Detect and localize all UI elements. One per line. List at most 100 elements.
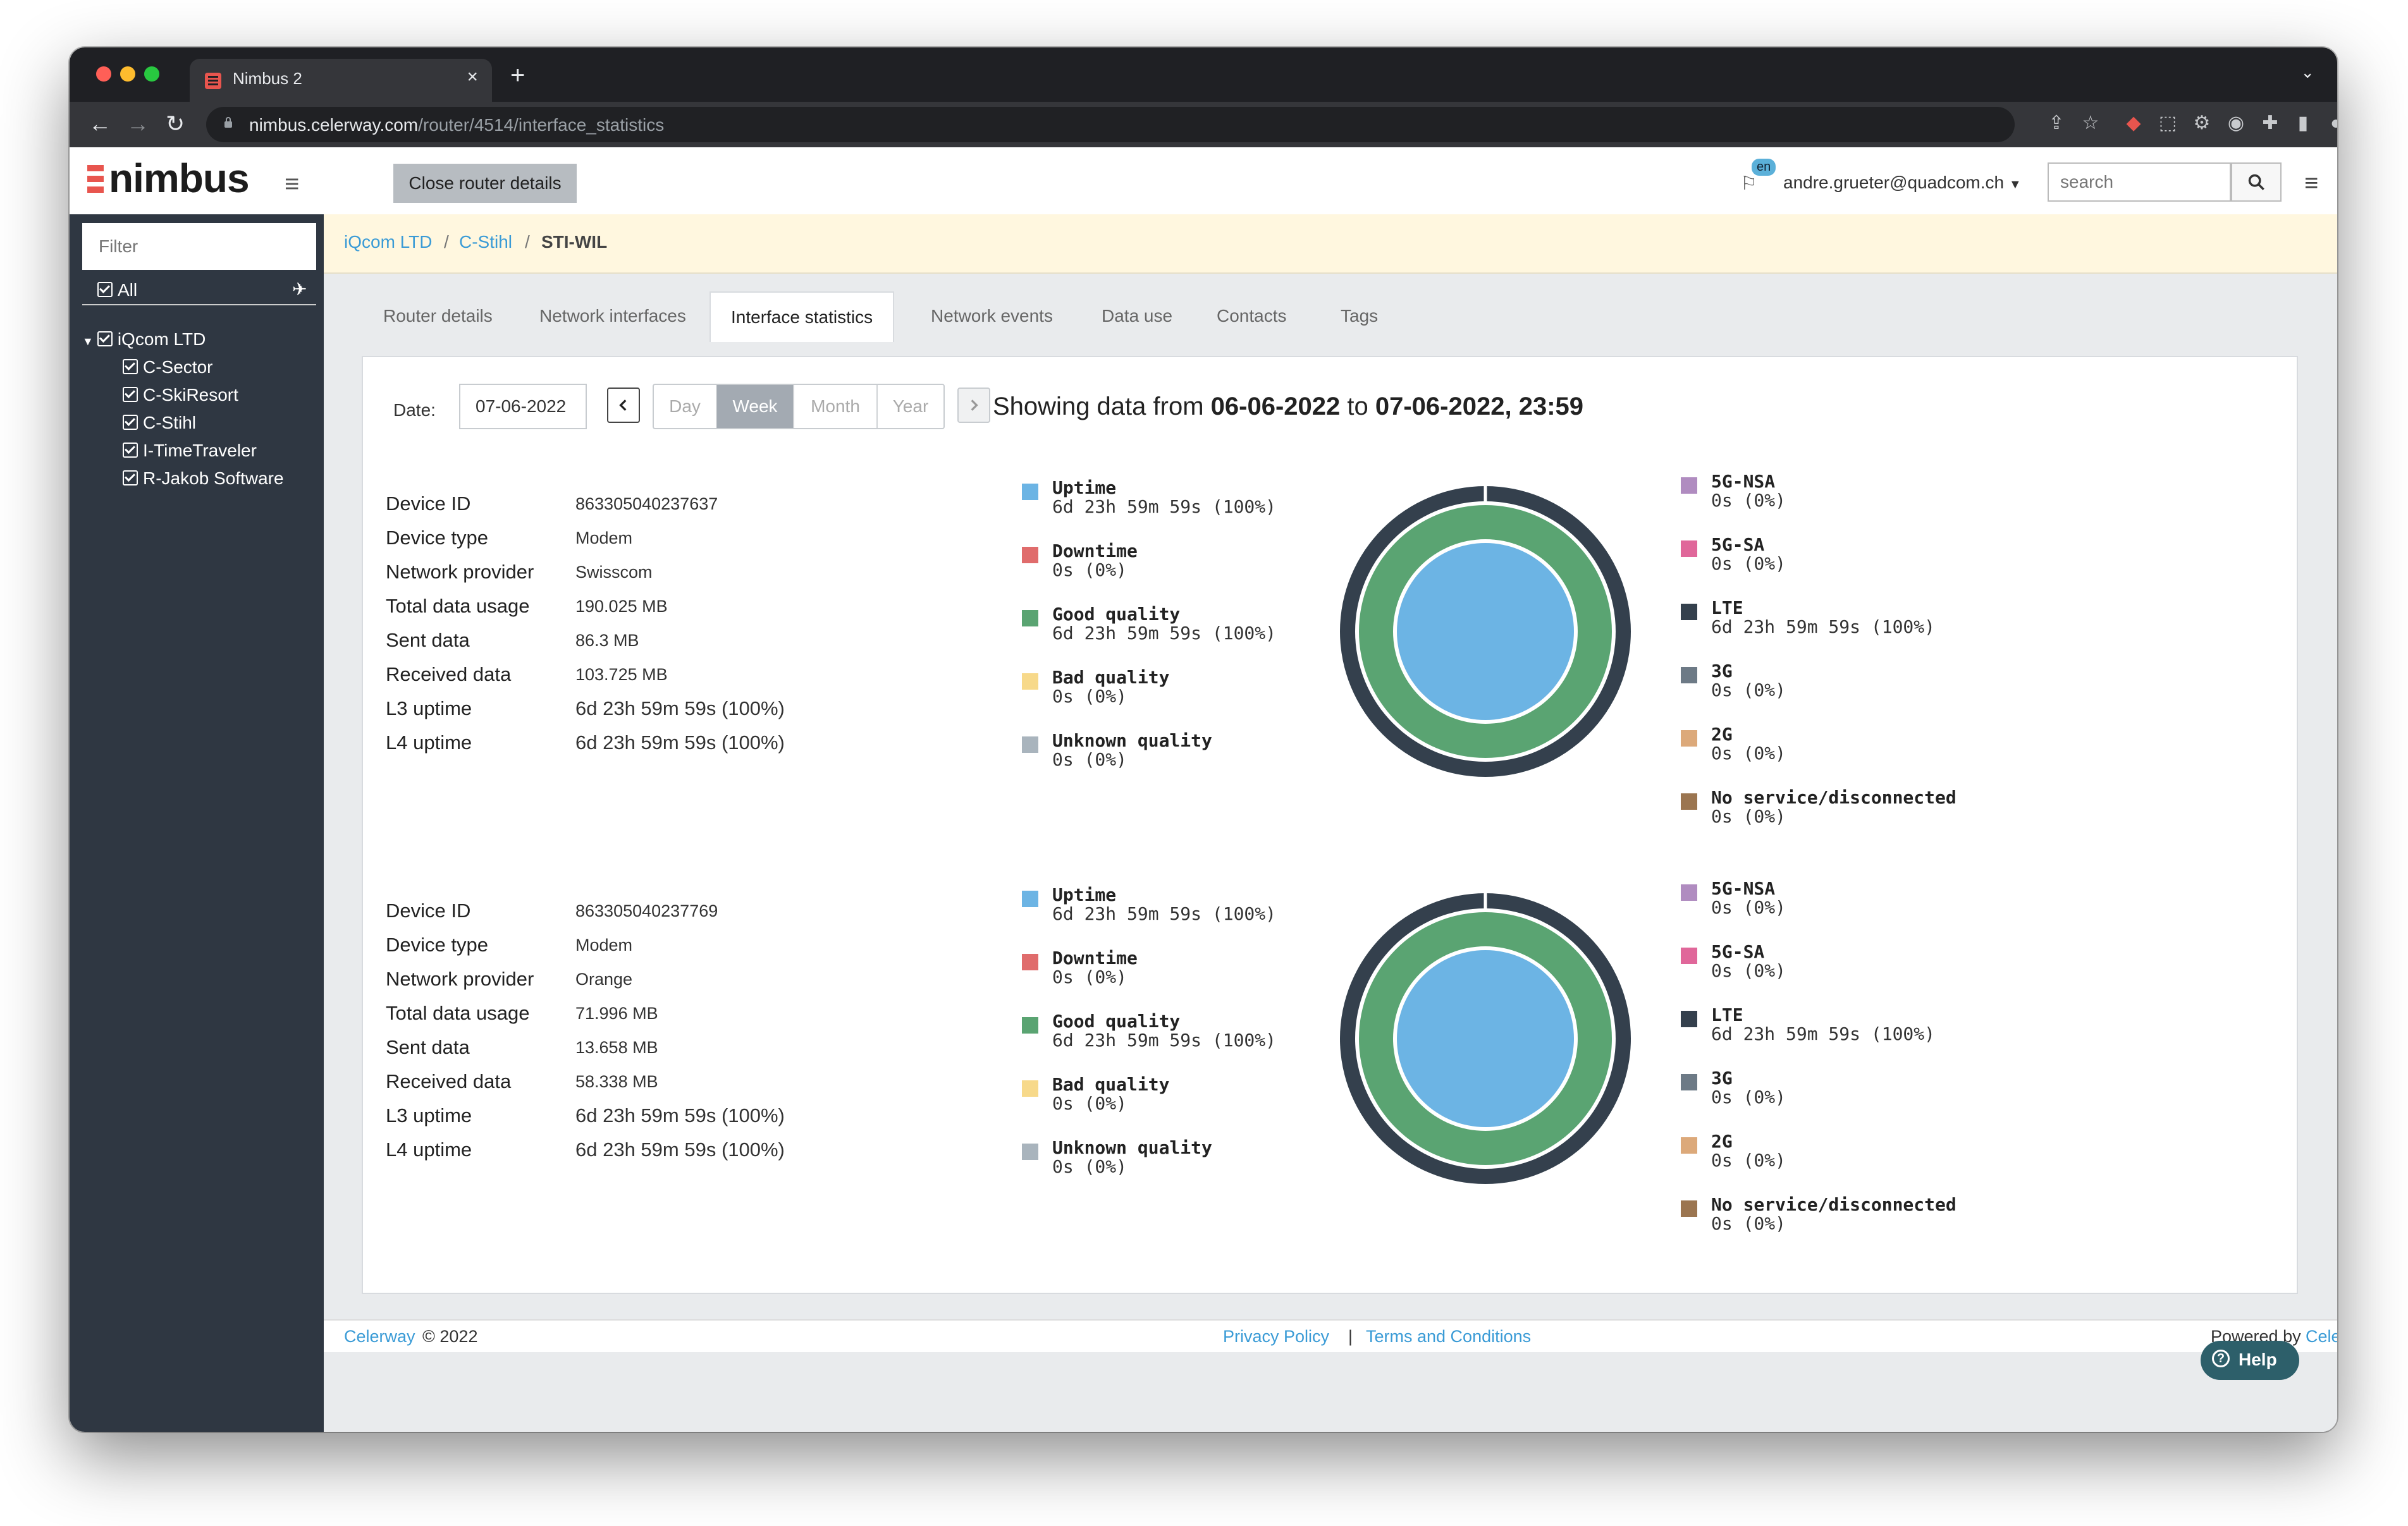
- tab-network-interfaces[interactable]: Network interfaces: [539, 306, 686, 326]
- legend-title: Downtime: [1052, 540, 1138, 561]
- footer: Celerway © 2022 Privacy Policy | Terms a…: [324, 1319, 2337, 1352]
- checkbox-icon: [123, 470, 138, 485]
- legend-value: 0s (0%): [1052, 1156, 1127, 1177]
- user-menu[interactable]: andre.grueter@quadcom.ch ▼: [1783, 173, 2022, 193]
- legend-title: LTE: [1711, 1004, 1743, 1025]
- tab-interface-statistics[interactable]: Interface statistics: [710, 291, 895, 342]
- close-window-button[interactable]: [96, 66, 111, 82]
- tab-tags[interactable]: Tags: [1341, 306, 1379, 326]
- share-icon[interactable]: ⇪: [2048, 113, 2065, 133]
- field-label: L4 uptime: [386, 1138, 472, 1161]
- legend-value: 0s (0%): [1711, 806, 1786, 827]
- legend-value: 0s (0%): [1711, 897, 1786, 918]
- new-tab-icon[interactable]: +: [510, 61, 525, 89]
- legend-swatch: [1022, 954, 1038, 970]
- terms-link[interactable]: Terms and Conditions: [1366, 1327, 1532, 1346]
- bookmark-star-icon[interactable]: ☆: [2082, 113, 2099, 133]
- tree-root-iqcom[interactable]: ▼ iQcom LTD: [82, 329, 206, 350]
- side-panel-icon[interactable]: ▮: [2297, 113, 2309, 133]
- minimize-window-button[interactable]: [120, 66, 135, 82]
- breadcrumb-router: STI-WIL: [541, 232, 608, 252]
- puzzle-extensions-icon[interactable]: ✚: [2262, 113, 2278, 133]
- privacy-policy-link[interactable]: Privacy Policy: [1223, 1327, 1330, 1346]
- select-all-checkbox[interactable]: All: [97, 280, 137, 300]
- field-value: 863305040237637: [575, 494, 718, 513]
- legend-value: 0s (0%): [1711, 1087, 1786, 1108]
- extension-icon[interactable]: ⚙: [2193, 113, 2211, 133]
- address-bar[interactable]: nimbus.celerway.com/router/4514/interfac…: [206, 107, 2015, 142]
- sidebar-item-i-timetraveler[interactable]: I-TimeTraveler: [123, 441, 257, 461]
- legend-swatch: [1681, 948, 1697, 964]
- footer-brand-link[interactable]: Celerway: [344, 1327, 415, 1346]
- tab-contacts[interactable]: Contacts: [1217, 306, 1287, 326]
- period-year-button[interactable]: Year: [892, 396, 929, 416]
- breadcrumb-separator: /: [444, 232, 449, 252]
- date-label: Date:: [393, 400, 436, 420]
- sidebar-item-label: C-Sector: [143, 357, 213, 377]
- field-value: 6d 23h 59m 59s (100%): [575, 1138, 785, 1161]
- date-input[interactable]: [459, 384, 587, 429]
- tab-data-use[interactable]: Data use: [1102, 306, 1173, 326]
- reload-icon[interactable]: ↻: [166, 111, 185, 137]
- back-arrow-icon[interactable]: ←: [89, 111, 111, 137]
- sidebar-filter-input[interactable]: [82, 223, 316, 270]
- legend-value: 6d 23h 59m 59s (100%): [1711, 1023, 1936, 1044]
- browser-tab[interactable]: Nimbus 2 ×: [190, 59, 492, 102]
- legend-title: Bad quality: [1052, 1074, 1170, 1095]
- screenshot-extension-icon[interactable]: ⬚: [2158, 113, 2177, 133]
- period-week-button[interactable]: Week: [717, 385, 794, 428]
- camera-icon[interactable]: ◉: [2227, 113, 2245, 133]
- legend-swatch: [1681, 604, 1697, 620]
- field-label: Sent data: [386, 1036, 470, 1058]
- period-day-button[interactable]: Day: [654, 385, 717, 428]
- help-label: Help: [2239, 1350, 2277, 1369]
- chevron-right-icon: [971, 400, 978, 411]
- legend-title: Unknown quality: [1052, 1137, 1212, 1158]
- legend-swatch: [1681, 477, 1697, 494]
- sidebar-item-c-sector[interactable]: C-Sector: [123, 357, 212, 377]
- extension-shield-icon[interactable]: ◆: [2126, 113, 2141, 133]
- checkbox-icon: [123, 443, 138, 458]
- search-button[interactable]: [2231, 162, 2282, 202]
- legend-title: Uptime: [1052, 477, 1117, 498]
- help-button[interactable]: ? Help: [2201, 1341, 2299, 1380]
- close-router-details-button[interactable]: Close router details: [393, 164, 577, 203]
- legend-swatch: [1681, 1137, 1697, 1154]
- field-value: Modem: [575, 528, 633, 547]
- search-input[interactable]: [2048, 162, 2231, 202]
- sidebar-item-c-skiresort[interactable]: C-SkiResort: [123, 385, 238, 405]
- sidebar-item-r-jakob-software[interactable]: R-Jakob Software: [123, 468, 284, 489]
- language-badge[interactable]: en: [1752, 159, 1776, 176]
- legend-swatch: [1022, 736, 1038, 753]
- profile-icon[interactable]: ●: [2330, 113, 2337, 133]
- tab-close-icon[interactable]: ×: [467, 66, 478, 87]
- breadcrumb-company[interactable]: iQcom LTD: [344, 232, 433, 252]
- sidebar-item-c-stihl[interactable]: C-Stihl: [123, 413, 196, 433]
- legend-swatch: [1022, 1080, 1038, 1097]
- legend-swatch: [1022, 484, 1038, 500]
- period-month-button[interactable]: Month: [794, 385, 878, 428]
- powered-by-link[interactable]: Celerway: [2306, 1327, 2337, 1346]
- legend-title: 3G: [1711, 661, 1733, 681]
- field-label: Sent data: [386, 629, 470, 651]
- sidebar-toggle-icon[interactable]: ≡: [285, 170, 300, 198]
- legend-title: Good quality: [1052, 604, 1181, 625]
- previous-period-button[interactable]: [607, 388, 640, 423]
- legend-swatch: [1681, 1200, 1697, 1217]
- maximize-window-button[interactable]: [144, 66, 159, 82]
- tab-network-events[interactable]: Network events: [931, 306, 1053, 326]
- tab-search-chevron-icon[interactable]: ⌄: [2300, 63, 2314, 82]
- field-label: L3 uptime: [386, 697, 472, 719]
- next-period-button[interactable]: [957, 388, 990, 423]
- tab-router-details[interactable]: Router details: [383, 306, 493, 326]
- legend-swatch: [1681, 884, 1697, 901]
- field-label: Total data usage: [386, 1002, 530, 1024]
- breadcrumb-customer[interactable]: C-Stihl: [459, 232, 513, 252]
- app-menu-icon[interactable]: ≡: [2304, 170, 2319, 197]
- field-label: Received data: [386, 663, 512, 685]
- sidebar-item-label: I-TimeTraveler: [143, 441, 257, 460]
- forward-arrow-icon[interactable]: →: [126, 111, 149, 137]
- flag-icon[interactable]: ⚐: [1740, 173, 1757, 194]
- pin-icon[interactable]: ✈: [292, 279, 307, 299]
- tree-root-label: iQcom LTD: [117, 329, 206, 349]
